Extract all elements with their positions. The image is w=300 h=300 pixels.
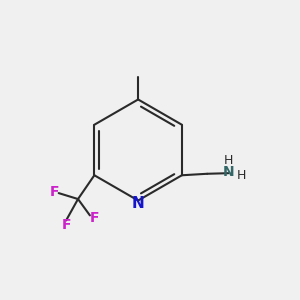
Text: F: F — [61, 218, 71, 232]
Text: F: F — [50, 184, 59, 199]
Text: H: H — [236, 169, 246, 182]
Text: N: N — [223, 165, 234, 179]
Text: N: N — [132, 196, 145, 211]
Text: H: H — [224, 154, 233, 167]
Text: F: F — [90, 212, 99, 225]
